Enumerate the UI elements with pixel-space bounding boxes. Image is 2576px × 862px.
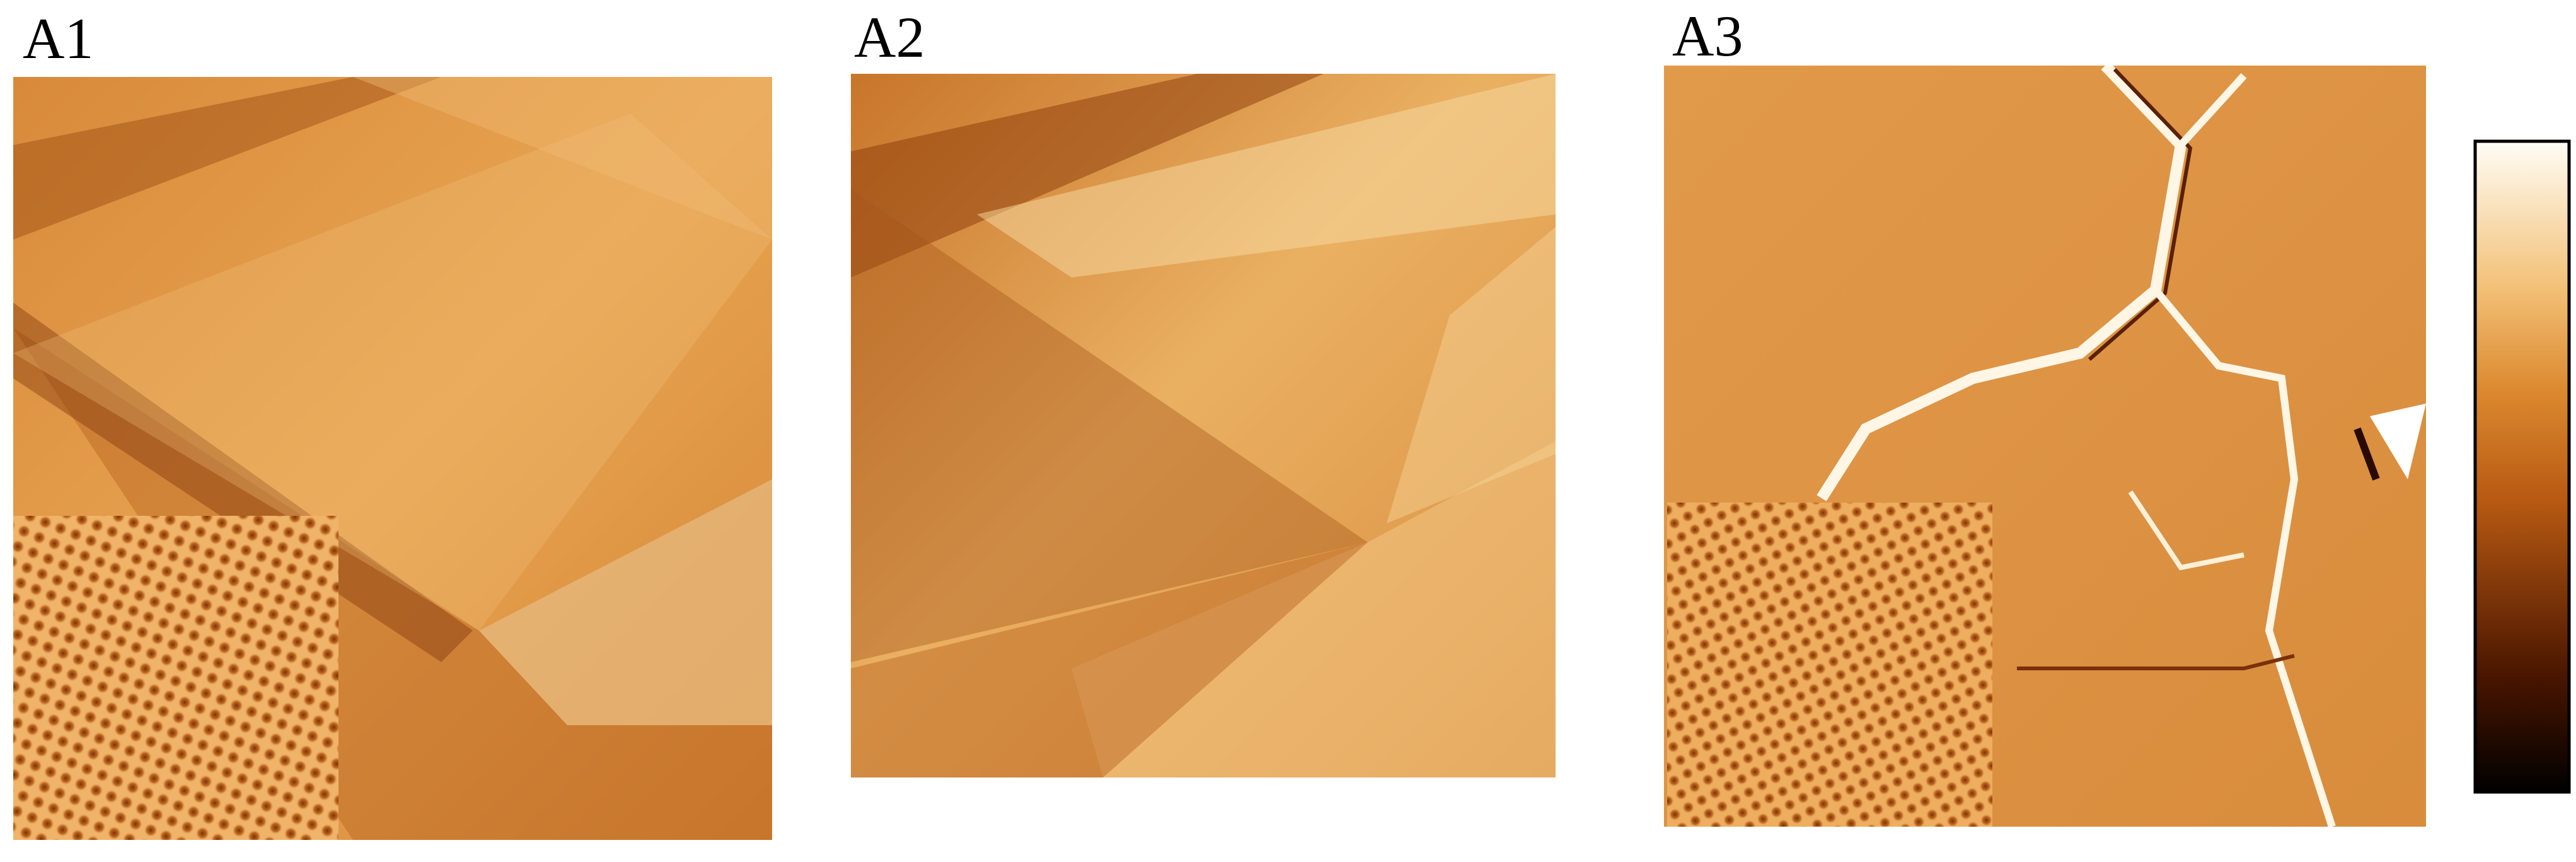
panel-label: A1: [23, 6, 93, 71]
panel-label: A3: [1672, 4, 1743, 68]
panel-label: A2: [854, 5, 925, 69]
afm-image: [851, 74, 1556, 778]
inset-image: [1667, 503, 1992, 827]
inset-image: [13, 516, 338, 840]
color-bar: [2473, 139, 2571, 794]
